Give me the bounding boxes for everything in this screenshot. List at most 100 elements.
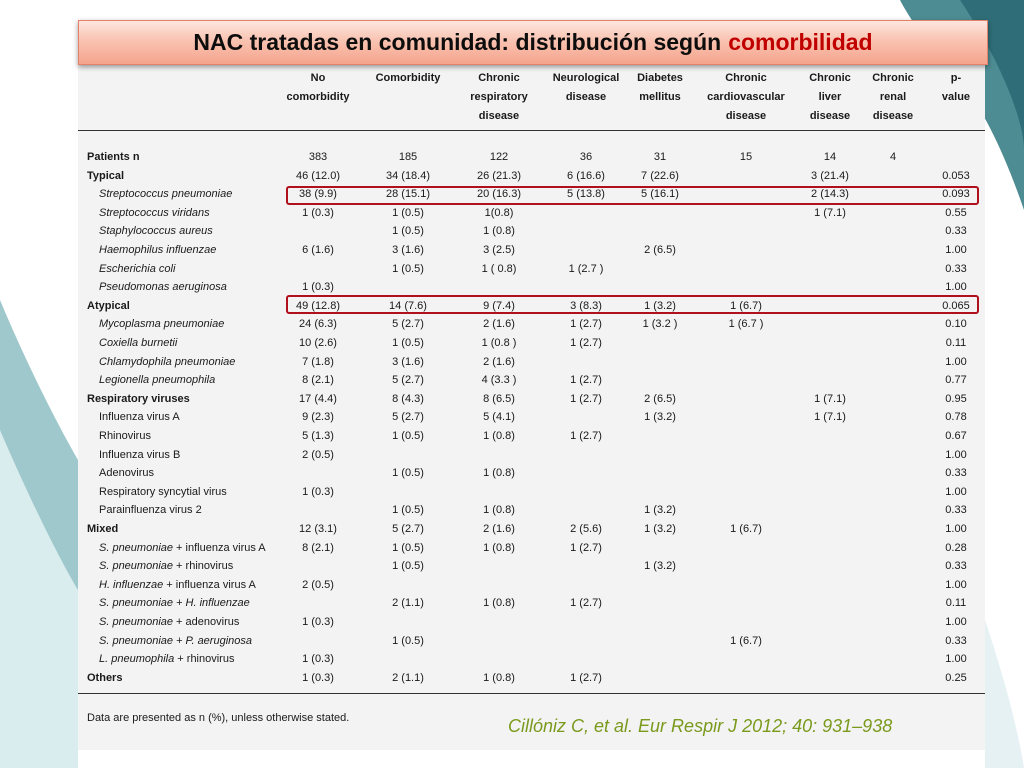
table-cell: 1 (3.2) [644, 299, 676, 312]
table-cell: 0.77 [945, 374, 967, 387]
table-cell: 5 (1.3) [302, 430, 334, 442]
column-header: No comorbidity [286, 72, 350, 103]
table-cell: 3 (1.6) [392, 355, 424, 368]
table-cell: 1 (2.7 ) [568, 262, 604, 275]
citation: Cillóniz C, et al. Eur Respir J 2012; 40… [508, 716, 893, 736]
table-cell: 1 (2.7) [570, 337, 602, 349]
table-cell: 1.00 [945, 355, 967, 368]
table-cell: 6 (1.6) [302, 244, 334, 256]
table-cell: 0.55 [945, 206, 967, 219]
table-cell: 1 (2.7) [570, 430, 602, 442]
table-cell: 8 (2.1) [302, 374, 334, 387]
table-row: Adenovirus 1 (0.5) 1 (0.8) 0.33 [78, 464, 985, 482]
table-cell: 5 (2.7) [392, 318, 424, 331]
row-label: S. pneumoniae + rhinovirus [99, 560, 234, 573]
table-cell: 1 (0.5) [392, 467, 424, 480]
row-label: Others [87, 671, 123, 684]
table-cell: 1 (3.2) [644, 560, 676, 573]
row-label: H. influenzae + influenza virus A [99, 578, 256, 591]
table-cell: 8 (6.5) [483, 392, 515, 405]
table-row: Atypical 49 (12.8) 14 (7.6) 9 (7.4) 3 (8.3) 1… [78, 297, 985, 315]
row-label: Typical [87, 169, 125, 182]
table-cell: 1 (0.5) [392, 225, 424, 238]
table-row: Pseudomonas aeruginosa 1 (0.3) 1.00 [78, 278, 985, 296]
row-label: Atypical [87, 299, 130, 312]
table-cell: 10 (2.6) [299, 337, 337, 349]
table-cell: 1 (0.3) [302, 485, 334, 498]
table-cell: 1 (0.5) [392, 430, 424, 442]
table-row: H. influenzae + influenza virus A 2 (0.5)… [78, 576, 985, 594]
table-cell: 2 (1.6) [483, 523, 515, 535]
row-label: Streptococcus viridans [99, 206, 210, 219]
table-cell: 1 (6.7) [730, 299, 762, 312]
table-cell: 0.11 [945, 337, 967, 349]
slide-title-main: NAC tratadas en comunidad: distribución … [193, 29, 722, 55]
row-label: Parainfluenza virus 2 [99, 504, 202, 517]
table-cell: 31 [653, 151, 667, 163]
table-cell: 1 (2.7) [570, 597, 602, 610]
column-header: Chronic cardiovascular disease [707, 72, 785, 122]
row-label: Haemophilus influenzae [99, 244, 217, 256]
table-row: S. pneumoniae + influenza virus A 8 (2.1)… [78, 539, 985, 557]
table-cell: 1 (0.8) [483, 467, 515, 480]
table-cell: 0.11 [945, 597, 967, 610]
table-cell: 1 (0.3) [302, 206, 334, 219]
table-cell: 1 (0.5) [392, 560, 424, 573]
table-cell: 1 (0.5) [392, 337, 424, 349]
table-cell: 4 (3.3 ) [481, 374, 517, 387]
row-label: S. pneumoniae + P. aeruginosa [99, 634, 252, 647]
table-cell: 2 (0.5) [302, 578, 334, 591]
table-cell: 0.33 [945, 467, 967, 480]
table-cell: 1 (0.3) [302, 281, 334, 294]
column-header: Chronic renal disease [872, 72, 914, 122]
row-label: Patients n [87, 151, 140, 163]
table-cell: 0.67 [945, 430, 967, 442]
footer-divider [78, 693, 985, 694]
table-cell: 5 (2.7) [392, 374, 424, 387]
table-row: Coxiella burnetii 10 (2.6) 1 (0.5) 1 (0.8 )… [78, 334, 985, 352]
table-cell: 24 (6.3) [299, 318, 337, 331]
table-cell: 26 (21.3) [476, 169, 522, 182]
table-cell: 1 (0.8) [483, 541, 515, 554]
table-cell: 8 (4.3) [392, 392, 424, 405]
table-cell: 1 (6.7 ) [728, 318, 764, 331]
table-cell: 185 [398, 151, 418, 163]
table-cell: 1 (3.2 ) [642, 318, 678, 331]
row-label: Mixed [87, 523, 119, 535]
column-header: p-value [941, 72, 971, 103]
table-row: Others 1 (0.3) 2 (1.1) 1 (0.8) 1 (2.7) 0.25 [78, 669, 985, 687]
table-cell: 1 (0.8) [483, 597, 515, 610]
table-cell: 1 (0.8) [483, 504, 515, 517]
table-cell: 5 (16.1) [641, 188, 679, 201]
table-cell: 0.25 [945, 671, 967, 684]
table-cell: 0.33 [945, 225, 967, 238]
results-table: No comorbidity Comorbidity Chronic respira… [78, 64, 985, 750]
highlight-box-atypical [286, 295, 979, 314]
table-cell: 1 (2.7) [570, 392, 602, 405]
table-row: Patients n 383 185 122 36 31 15 14 4 [78, 148, 985, 166]
table-cell: 0.10 [945, 318, 967, 331]
row-label: Streptococcus pneumoniae [99, 188, 233, 201]
row-label: S. pneumoniae + adenovirus [99, 616, 240, 628]
row-label: Respiratory syncytial virus [99, 485, 227, 498]
row-label: Respiratory viruses [87, 392, 190, 405]
table-row: Parainfluenza virus 2 1 (0.5) 1 (0.8) 1 (3.… [78, 501, 985, 519]
table-cell: 2 (6.5) [644, 392, 676, 405]
table-cell: 7 (1.8) [302, 355, 334, 368]
table-cell: 1 ( 0.8) [481, 262, 517, 275]
table-header: No comorbidity Comorbidity Chronic respira… [78, 64, 985, 130]
table-row: Escherichia coli 1 (0.5) 1 ( 0.8) 1 (2.7 ) 0… [78, 260, 985, 278]
row-label: Staphylococcus aureus [99, 225, 213, 238]
row-label: L. pneumophila + rhinovirus [99, 653, 235, 666]
table-cell: 9 (7.4) [483, 299, 515, 312]
table-row: S. pneumoniae + adenovirus 1 (0.3) 1.00 [78, 613, 985, 631]
row-label: S. pneumoniae + influenza virus A [99, 541, 266, 554]
table-cell: 0.78 [945, 411, 967, 424]
table-cell: 3 (2.5) [483, 244, 515, 256]
table-cell: 0.065 [942, 299, 970, 312]
table-cell: 5 (13.8) [567, 188, 605, 201]
table-cell: 0.33 [945, 634, 967, 647]
table-cell: 1 (0.8) [483, 430, 515, 442]
table-cell: 2 (14.3) [811, 188, 849, 201]
